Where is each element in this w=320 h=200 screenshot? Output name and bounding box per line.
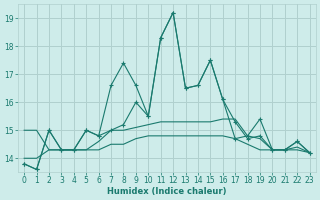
X-axis label: Humidex (Indice chaleur): Humidex (Indice chaleur) <box>107 187 227 196</box>
